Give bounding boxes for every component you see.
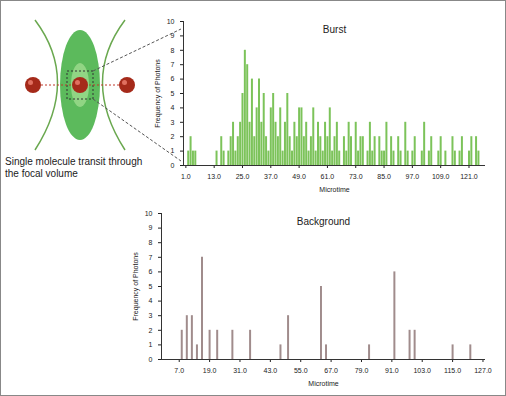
svg-text:79.0: 79.0 [355, 367, 369, 374]
svg-text:10: 10 [145, 210, 153, 217]
svg-text:9: 9 [149, 224, 153, 231]
svg-text:3: 3 [171, 119, 175, 126]
svg-text:85.0: 85.0 [377, 173, 391, 180]
svg-text:Background: Background [297, 216, 350, 227]
svg-text:4: 4 [149, 297, 153, 304]
svg-text:91.0: 91.0 [385, 367, 399, 374]
svg-text:0: 0 [149, 356, 153, 363]
svg-text:8: 8 [171, 47, 175, 54]
svg-text:121.0: 121.0 [460, 173, 478, 180]
svg-text:1: 1 [149, 341, 153, 348]
svg-text:7: 7 [171, 61, 175, 68]
svg-text:127.0: 127.0 [474, 367, 492, 374]
svg-text:109.0: 109.0 [432, 173, 450, 180]
svg-text:67.0: 67.0 [324, 367, 338, 374]
svg-text:Microtime: Microtime [319, 186, 349, 193]
svg-text:10: 10 [167, 18, 175, 25]
svg-text:115.0: 115.0 [444, 367, 461, 374]
svg-text:7.0: 7.0 [174, 367, 184, 374]
svg-text:19.0: 19.0 [203, 367, 217, 374]
svg-text:7: 7 [149, 254, 153, 261]
svg-text:13.0: 13.0 [207, 173, 221, 180]
svg-text:5: 5 [149, 283, 153, 290]
svg-text:4: 4 [171, 104, 175, 111]
html-text:Single molecule transit throug: Single molecule transit through the foca… [5, 156, 143, 179]
svg-text:61.0: 61.0 [321, 173, 335, 180]
svg-text:103.0: 103.0 [413, 367, 431, 374]
svg-text:Burst: Burst [323, 24, 347, 35]
svg-text:2: 2 [171, 133, 175, 140]
svg-text:97.0: 97.0 [406, 173, 420, 180]
svg-text:43.0: 43.0 [264, 367, 278, 374]
svg-text:Microtime: Microtime [308, 380, 338, 387]
svg-text:49.0: 49.0 [292, 173, 306, 180]
svg-text:6: 6 [149, 268, 153, 275]
svg-text:1: 1 [171, 147, 175, 154]
svg-text:5: 5 [171, 90, 175, 97]
svg-text:9: 9 [171, 32, 175, 39]
svg-text:31.0: 31.0 [233, 367, 247, 374]
svg-text:8: 8 [149, 239, 153, 246]
svg-text:6: 6 [171, 75, 175, 82]
svg-text:73.0: 73.0 [349, 173, 363, 180]
svg-text:1.0: 1.0 [181, 173, 191, 180]
svg-text:Frequency of Photons: Frequency of Photons [154, 59, 162, 128]
svg-text:37.0: 37.0 [264, 173, 278, 180]
svg-text:Frequency of Photons: Frequency of Photons [132, 252, 140, 321]
svg-text:3: 3 [149, 312, 153, 319]
svg-text:2: 2 [149, 327, 153, 334]
svg-text:0: 0 [171, 162, 175, 169]
svg-text:55.0: 55.0 [294, 367, 308, 374]
svg-text:25.0: 25.0 [236, 173, 250, 180]
